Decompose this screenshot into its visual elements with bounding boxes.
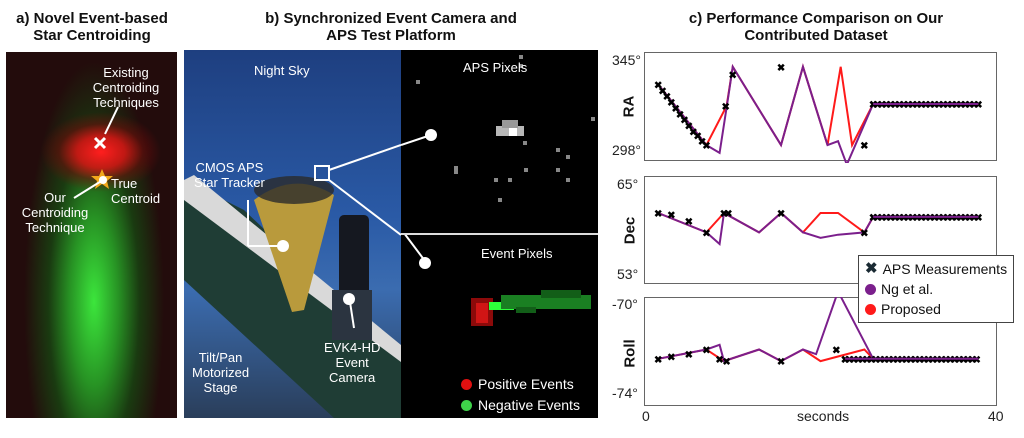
proposed-dot-icon — [865, 303, 876, 315]
centroid-heatmap: Existing Centroiding Techniques True Cen… — [6, 52, 177, 418]
dec-ymax: 65° — [617, 176, 639, 192]
event-pixels-view: Event Pixels Positive Events Negative Ev… — [401, 235, 598, 418]
legend-positive-events: Positive Events — [461, 377, 580, 392]
existing-centroid-x-icon — [93, 136, 107, 150]
label-cmos-star-tracker: CMOS APS Star Tracker — [194, 160, 265, 190]
ng-et-al-dot-icon — [865, 283, 876, 295]
dec-ylabel: Dec — [621, 216, 639, 245]
label-existing-techniques: Existing Centroiding Techniques — [92, 65, 160, 110]
ra-plot-frame — [644, 52, 997, 161]
ra-ymin: 298° — [612, 142, 641, 158]
panel-c-title-line2: Contributed Dataset — [744, 27, 888, 44]
legend-ng-et-al: Ng et al. — [865, 279, 1007, 299]
label-true-centroid: True Centroid — [111, 176, 161, 206]
legend-negative-events: Negative Events — [461, 398, 580, 413]
aps-x-marker-icon: ✖ — [865, 260, 878, 277]
ra-ymax: 345° — [612, 52, 641, 68]
label-tilt-pan-stage: Tilt/Pan Motorized Stage — [192, 350, 250, 395]
roll-ymax: -70° — [612, 296, 638, 312]
ra-ylabel: RA — [620, 95, 638, 118]
platform-photo: Night Sky CMOS APS Star Tracker Tilt/Pan M… — [184, 50, 401, 418]
event-callout-dot — [419, 257, 431, 269]
event-legend: Positive Events Negative Events — [461, 377, 580, 413]
dec-ymin: 53° — [617, 266, 639, 282]
panel-b-title: b) Synchronized Event Camera and APS Tes… — [184, 10, 598, 44]
label-evk4-camera: EVK4-HD Event Camera — [324, 340, 381, 385]
performance-legend: ✖ APS Measurements Ng et al. Proposed — [858, 255, 1015, 323]
panel-b-title-line2: APS Test Platform — [326, 27, 456, 44]
aps-pixels-view: APS Pixels — [401, 50, 598, 233]
legend-aps-measurements: ✖ APS Measurements — [865, 260, 1008, 277]
panel-c-title-line1: c) Performance Comparison on Our — [688, 10, 944, 27]
centroid-annotations — [73, 106, 119, 199]
x-axis-label: seconds — [797, 408, 850, 424]
label-our-technique: Our Centroiding Technique — [21, 190, 89, 235]
x-tick-0: 0 — [642, 408, 650, 424]
label-aps-pixels: APS Pixels — [463, 60, 528, 75]
label-event-pixels: Event Pixels — [481, 246, 553, 261]
roll-ymin: -74° — [612, 385, 638, 401]
panel-c-title: c) Performance Comparison on Our Contrib… — [608, 10, 1024, 44]
panel-a-title: a) Novel Event-based Star Centroiding — [0, 10, 184, 44]
panel-a-title-line1: a) Novel Event-based — [16, 10, 168, 27]
panel-a-title-line2: Star Centroiding — [33, 27, 151, 44]
aps-callout-dot — [425, 129, 437, 141]
sky-zoom-box — [314, 165, 330, 181]
panel-b-title-line1: b) Synchronized Event Camera and — [265, 10, 517, 27]
x-tick-40: 40 — [988, 408, 1004, 424]
legend-proposed: Proposed — [865, 299, 1007, 319]
aps-event-divider — [401, 233, 598, 235]
negative-event-dot-icon — [461, 400, 472, 411]
label-night-sky: Night Sky — [254, 63, 310, 78]
roll-ylabel: Roll — [621, 339, 639, 368]
star-tracker-baffle — [254, 183, 334, 312]
positive-event-dot-icon — [461, 379, 472, 390]
